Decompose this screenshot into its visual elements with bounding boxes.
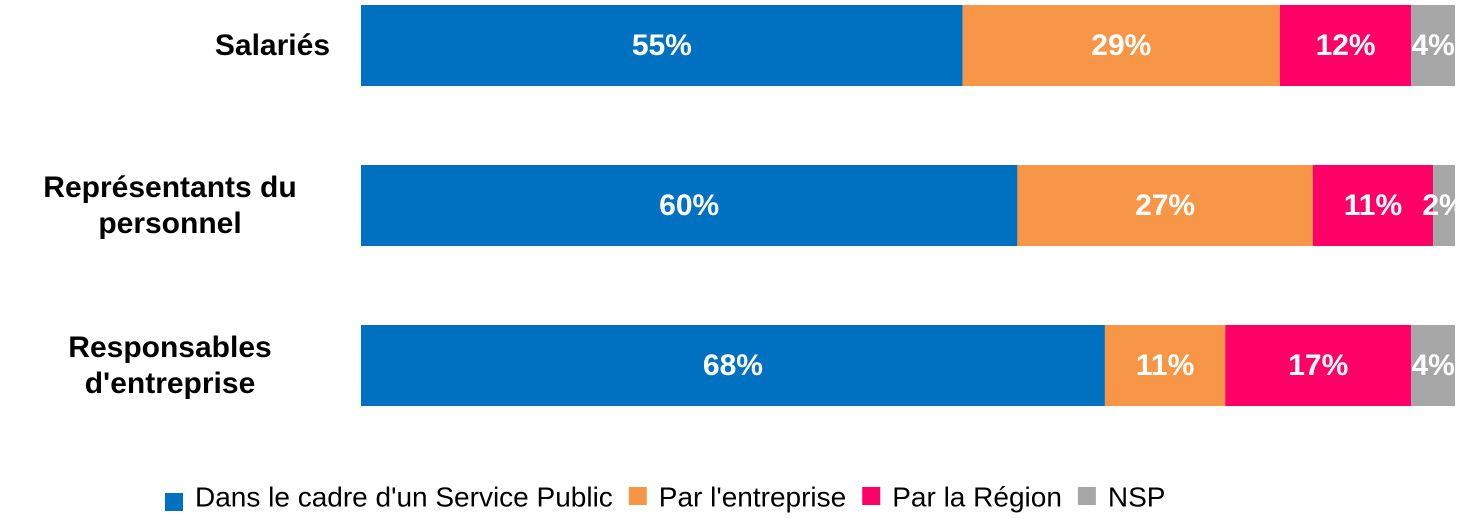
legend-swatch [165,493,183,511]
data-label: 60% [659,189,719,222]
category-label-box: Salariés [0,5,330,86]
legend-swatch [1077,487,1096,505]
bar-segment [361,325,1105,406]
data-label: 17% [1288,349,1348,382]
data-label: 68% [703,349,763,382]
bar-segment [1312,165,1434,246]
data-label: 2% [1422,189,1465,222]
data-label: 29% [1091,29,1151,62]
data-label: 11% [1136,349,1194,382]
data-label: 55% [632,29,692,62]
legend-label: Dans le cadre d'un Service Public [195,482,613,513]
legend-label: Par l'entreprise [659,482,846,513]
category-label: Salariés [214,28,330,62]
data-label: 27% [1135,189,1195,222]
bar-segment [1433,165,1455,246]
data-label: 4% [1411,349,1454,382]
legend-swatch [862,487,881,505]
bar-segment [1279,5,1412,86]
bar-segment [361,165,1018,246]
data-label: 12% [1316,29,1376,62]
bar-segment [1411,325,1455,406]
legend-label: Par la Région [892,482,1062,513]
bar-segment [361,5,963,86]
category-label-box: Représentants du personnel [0,165,330,246]
bar-segment [1225,325,1412,406]
category-label-box: Responsables d'entreprise [0,325,330,406]
bar-segment [1017,165,1313,246]
category-label: Représentants du personnel [43,170,297,240]
bar-segment [1104,325,1226,406]
legend-label: NSP [1108,482,1166,513]
category-label: Responsables d'entreprise [68,330,272,400]
bar-segment [962,5,1280,86]
bar-segment [1411,5,1455,86]
data-label: 11% [1344,189,1402,222]
legend-swatch [628,487,647,505]
data-label: 4% [1411,29,1454,62]
